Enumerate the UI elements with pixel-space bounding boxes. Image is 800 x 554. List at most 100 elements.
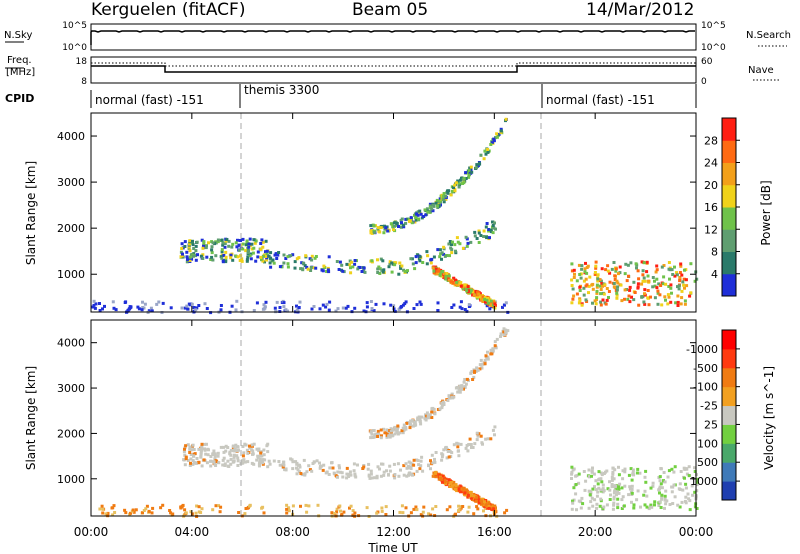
echo-cell: [224, 250, 228, 254]
echo-cell: [452, 480, 456, 484]
echo-cell: [252, 462, 256, 466]
echo-cell: [255, 458, 259, 462]
echo-cell: [111, 300, 115, 304]
echo-cell: [129, 305, 133, 309]
echo-cell: [240, 259, 244, 263]
echo-cell: [586, 264, 590, 268]
echo-cell: [421, 510, 425, 514]
echo-cell: [594, 266, 598, 270]
echo-cell: [321, 468, 325, 472]
echo-cell: [398, 510, 402, 514]
echo-cell: [222, 445, 226, 449]
echo-cell: [440, 274, 444, 278]
x-tick-label: 00:00: [74, 525, 109, 539]
echo-cell: [222, 450, 226, 454]
echo-cell: [392, 304, 396, 308]
echo-cell: [291, 253, 295, 257]
echo-cell: [393, 473, 397, 476]
echo-cell: [503, 511, 507, 515]
x-tick-label: 20:00: [578, 525, 613, 539]
echo-cell: [356, 463, 359, 467]
echo-cell: [626, 297, 630, 301]
echo-cell: [318, 307, 322, 311]
echo-cell: [572, 498, 576, 502]
echo-cell: [372, 231, 376, 234]
echo-cell: [603, 283, 607, 287]
echo-cell: [618, 482, 622, 486]
echo-cell: [452, 443, 456, 447]
echo-cell: [353, 472, 357, 476]
echo-cell: [185, 260, 189, 264]
echo-cell: [275, 300, 279, 304]
echo-cell: [375, 511, 379, 515]
echo-cell: [601, 487, 605, 491]
echo-cell: [258, 463, 261, 467]
echo-cell: [593, 485, 596, 489]
echo-cell: [408, 426, 412, 430]
echo-cell: [465, 377, 469, 381]
echo-cell: [189, 453, 193, 456]
echo-cell: [188, 447, 192, 451]
echo-cell: [282, 261, 286, 265]
echo-cell: [489, 348, 493, 352]
echo-cell: [450, 484, 454, 488]
echo-cell: [667, 469, 671, 473]
echo-cell: [667, 261, 671, 264]
echo-cell: [616, 281, 620, 285]
echo-cell: [659, 506, 663, 509]
echo-cell: [236, 464, 240, 467]
echo-cell: [181, 503, 185, 507]
echo-cell: [679, 302, 683, 306]
echo-cell: [373, 476, 377, 480]
echo-cell: [362, 268, 366, 272]
echo-cell: [469, 443, 473, 446]
echo-cell: [180, 242, 184, 246]
echo-cell: [308, 468, 312, 472]
echo-cell: [683, 286, 686, 290]
echo-cell: [687, 497, 691, 501]
echo-cell: [399, 468, 402, 472]
echo-cell: [455, 236, 459, 240]
echo-cell: [578, 285, 582, 289]
y-tick-label: 1000: [57, 473, 85, 486]
echo-cell: [322, 463, 326, 467]
echo-cell: [376, 465, 380, 469]
echo-cell: [265, 249, 269, 253]
echo-cell: [272, 459, 276, 463]
echo-cell: [377, 432, 381, 436]
echo-cell: [412, 507, 416, 511]
echo-cell: [182, 450, 186, 454]
echo-cell: [689, 291, 693, 295]
echo-cell: [592, 472, 596, 476]
echo-cell: [450, 248, 454, 252]
echo-cell: [680, 289, 684, 293]
echo-cell: [294, 460, 298, 464]
echo-cell: [181, 252, 184, 256]
echo-cell: [183, 447, 186, 451]
echo-cell: [147, 509, 151, 513]
echo-cell: [693, 505, 697, 509]
echo-cell: [415, 469, 419, 473]
echo-cell: [677, 284, 681, 288]
echo-cell: [486, 150, 490, 154]
echo-cell: [416, 418, 420, 422]
echo-cell: [321, 303, 325, 307]
echo-cell: [477, 295, 481, 299]
echo-cell: [433, 412, 437, 416]
echo-cell: [489, 437, 493, 441]
echo-cell: [231, 258, 235, 262]
echo-cell: [668, 268, 672, 272]
echo-cell: [182, 458, 186, 462]
echo-cell: [318, 461, 321, 465]
echo-cell: [621, 469, 625, 473]
echo-cell: [570, 284, 574, 287]
echo-cell: [252, 309, 256, 312]
echo-cell: [438, 273, 442, 277]
echo-cell: [210, 255, 214, 259]
echo-cell: [435, 272, 439, 276]
echo-cell: [387, 434, 391, 438]
echo-cell: [223, 464, 227, 467]
echo-cell: [318, 466, 322, 470]
echo-cell: [349, 266, 352, 270]
echo-cell: [225, 238, 229, 241]
